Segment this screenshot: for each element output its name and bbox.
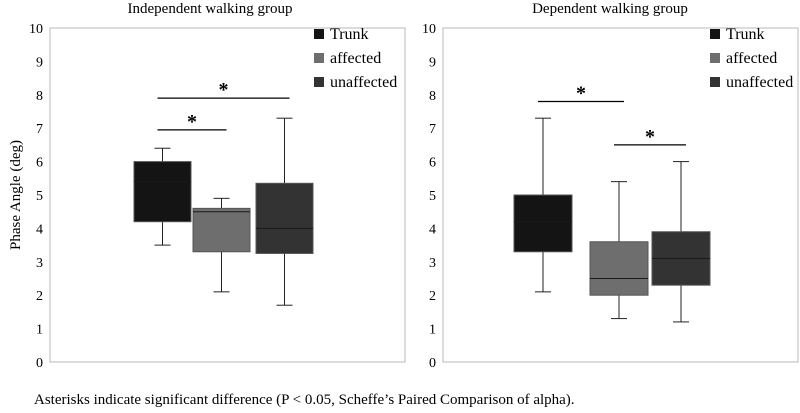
box-affected: [192, 197, 251, 293]
legend-swatch-trunk: [710, 29, 720, 39]
y-tick-label-8: 8: [429, 89, 436, 104]
plot-frame: [49, 27, 406, 363]
y-tick-label-3: 3: [36, 256, 43, 271]
box-affected: [589, 181, 649, 320]
y-tick-label-10: 10: [29, 22, 43, 37]
box-iqr: [589, 241, 649, 296]
chart-title-independent: Independent walking group: [128, 1, 293, 17]
y-tick-label-9: 9: [36, 55, 43, 70]
y-tick-label-6: 6: [429, 156, 436, 171]
significance-asterisk-1: *: [187, 111, 197, 133]
box-trunk: [513, 117, 573, 293]
legend-label-affected: affected: [330, 50, 381, 67]
legend-label-affected: affected: [726, 50, 777, 67]
legend-swatch-unaffected: [710, 77, 720, 87]
y-tick-label-0: 0: [36, 356, 43, 371]
y-tick-label-6: 6: [36, 156, 43, 171]
chart-independent: Independent walking group 0 1 2 3 4 5 6 7 8 9 10 * * T…: [29, 1, 406, 371]
y-tick-label-10: 10: [422, 22, 436, 37]
y-tick-label-9: 9: [429, 55, 436, 70]
y-tick-label-4: 4: [429, 222, 436, 237]
legend-swatch-trunk: [314, 29, 324, 39]
legend-label-trunk: Trunk: [330, 26, 369, 43]
box-iqr: [192, 207, 251, 253]
y-tick-label-8: 8: [36, 89, 43, 104]
chart-dependent: Dependent walking group 0 1 2 3 4 5 6 7 8 9 10 * * Tru…: [422, 1, 799, 371]
y-tick-label-4: 4: [36, 222, 43, 237]
y-tick-label-5: 5: [429, 189, 436, 204]
legend-swatch-affected: [314, 53, 324, 63]
y-tick-label-2: 2: [36, 289, 43, 304]
legend-swatch-unaffected: [314, 77, 324, 87]
significance-asterisk-2: *: [645, 126, 655, 148]
box-iqr: [255, 182, 314, 254]
y-tick-label-1: 1: [36, 323, 43, 338]
y-tick-label-0: 0: [429, 356, 436, 371]
y-tick-label-7: 7: [36, 122, 43, 137]
chart-title-dependent: Dependent walking group: [532, 1, 688, 17]
legend-label-unaffected: unaffected: [726, 74, 793, 91]
legend-swatch-affected: [710, 53, 720, 63]
legend-label-unaffected: unaffected: [330, 74, 397, 91]
box-unaffected: [255, 117, 314, 306]
legend-label-trunk: Trunk: [726, 26, 765, 43]
y-tick-label-7: 7: [429, 122, 436, 137]
y-axis-label: Phase Angle (deg): [8, 140, 24, 250]
y-tick-label-1: 1: [429, 323, 436, 338]
box-iqr: [513, 194, 573, 253]
y-tick-label-2: 2: [429, 289, 436, 304]
box-unaffected: [651, 161, 711, 323]
box-trunk: [133, 147, 192, 246]
caption: Asterisks indicate significant differenc…: [34, 392, 575, 408]
box-iqr: [133, 161, 192, 223]
y-tick-label-5: 5: [36, 189, 43, 204]
plot-frame: [442, 27, 799, 363]
significance-asterisk-1: *: [576, 82, 586, 104]
y-tick-label-3: 3: [429, 256, 436, 271]
significance-asterisk-2: *: [219, 79, 229, 101]
